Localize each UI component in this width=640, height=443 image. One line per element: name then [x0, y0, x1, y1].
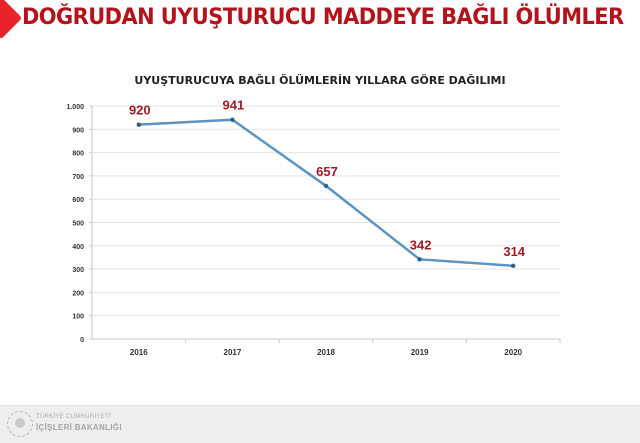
y-tick-label: 400: [72, 244, 84, 251]
data-label: 657: [316, 164, 338, 179]
y-tick-label: 300: [72, 267, 84, 274]
page-title: DOĞRUDAN UYUŞTURUCU MADDEYE BAĞLI ÖLÜMLE…: [22, 4, 624, 30]
y-tick-label: 700: [72, 174, 84, 181]
y-tick-label: 200: [72, 290, 84, 297]
y-tick-label: 0: [80, 337, 84, 344]
x-tick-label: 2019: [411, 348, 429, 357]
data-label: 342: [410, 237, 432, 252]
y-tick-label: 800: [72, 151, 84, 158]
data-point: [136, 122, 141, 127]
y-tick-label: 1.000: [66, 104, 84, 111]
y-axis: 0 100 200 300 400 500 600 700 800 900 1.000: [66, 104, 93, 344]
x-tick-label: 2016: [130, 348, 148, 357]
footer-bar: TÜRKİYE CUMHURİYETİ İÇİŞLERİ BAKANLIĞI: [0, 405, 640, 443]
y-tick-label: 100: [72, 314, 84, 321]
data-series: [136, 117, 516, 269]
gridlines: [92, 105, 560, 317]
y-tick-label: 500: [72, 221, 84, 228]
series-line: [138, 118, 514, 268]
ministry-seal-icon: [7, 411, 33, 437]
y-tick-label: 600: [72, 197, 84, 204]
ministry-name: İÇİŞLERİ BAKANLIĞI: [36, 423, 122, 432]
y-tick-label: 900: [72, 127, 84, 134]
x-tick-label: 2020: [504, 348, 522, 357]
chart-title: UYUŞTURUCUYA BAĞLI ÖLÜMLERİN YILLARA GÖR…: [134, 74, 506, 87]
data-label: 920: [129, 103, 151, 118]
data-point: [417, 257, 422, 262]
data-point: [230, 117, 235, 122]
data-label: 314: [503, 244, 525, 259]
x-tick-label: 2018: [317, 348, 335, 357]
x-axis: 2016 2017 2018 2019 2020: [92, 338, 561, 357]
data-point: [511, 263, 516, 269]
x-tick-label: 2017: [224, 348, 242, 357]
data-label: 941: [223, 98, 245, 113]
ministry-subtitle: TÜRKİYE CUMHURİYETİ: [36, 414, 112, 420]
data-labels: 920 941 657 342 314: [129, 98, 526, 259]
data-point: [323, 183, 329, 189]
